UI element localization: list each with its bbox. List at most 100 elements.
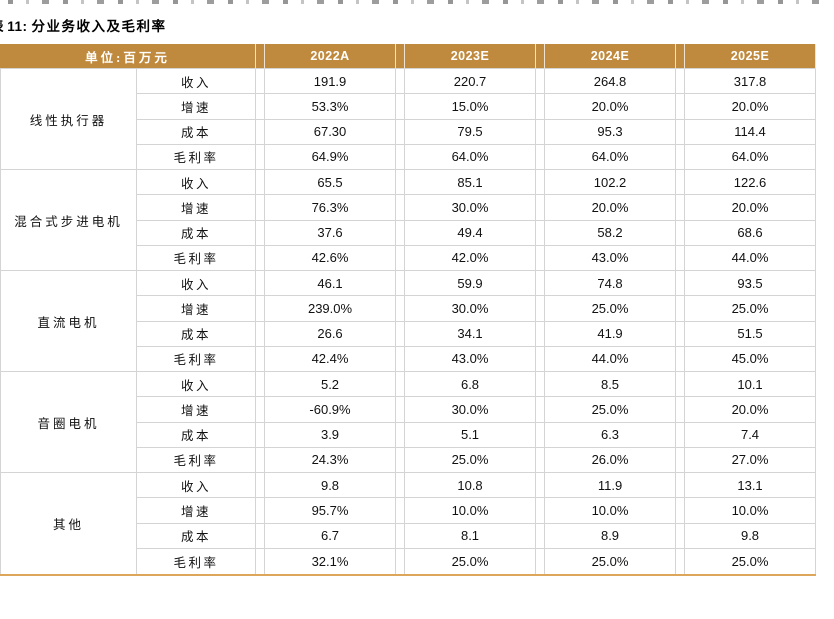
- value-cell: 7.4: [685, 422, 817, 448]
- value-cell: 25.0%: [685, 548, 817, 574]
- value-cell: 25.0%: [685, 296, 817, 322]
- group-label-hybrid-stepper: 混合式步进电机: [0, 170, 137, 271]
- spacer-cell: [395, 220, 406, 246]
- value-cell: 8.1: [405, 523, 536, 549]
- metric-label: 增速: [137, 195, 256, 221]
- spacer-cell: [255, 296, 266, 322]
- value-cell: 11.9: [545, 473, 676, 499]
- value-cell: 49.4: [405, 220, 536, 246]
- spacer-cell: [675, 296, 686, 322]
- spacer-cell: [675, 321, 686, 347]
- spacer-cell: [675, 195, 686, 221]
- spacer-cell: [675, 69, 686, 95]
- value-cell: 220.7: [405, 69, 536, 95]
- metric-label: 毛利率: [137, 346, 256, 372]
- table-row: 毛利率 64.9% 64.0% 64.0% 64.0%: [0, 144, 817, 170]
- spacer-cell: [535, 119, 546, 145]
- table-row: 增速 95.7% 10.0% 10.0% 10.0%: [0, 498, 817, 524]
- value-cell: 114.4: [685, 119, 817, 145]
- spacer-cell: [675, 94, 686, 120]
- metric-label: 收入: [137, 170, 256, 196]
- value-cell: 25.0%: [405, 447, 536, 473]
- header-spacer: [395, 44, 406, 69]
- metric-label: 收入: [137, 372, 256, 398]
- spacer-cell: [255, 170, 266, 196]
- value-cell: 32.1%: [265, 548, 396, 574]
- value-cell: 24.3%: [265, 447, 396, 473]
- spacer-cell: [395, 69, 406, 95]
- spacer-cell: [395, 119, 406, 145]
- value-cell: 13.1: [685, 473, 817, 499]
- spacer-cell: [535, 346, 546, 372]
- value-cell: 9.8: [265, 473, 396, 499]
- table-title-prefix: 表: [0, 19, 4, 34]
- metric-label: 增速: [137, 498, 256, 524]
- spacer-cell: [535, 397, 546, 423]
- value-cell: 43.0%: [545, 245, 676, 271]
- spacer-cell: [675, 119, 686, 145]
- value-cell: 10.8: [405, 473, 536, 499]
- table-row: 成本 67.30 79.5 95.3 114.4: [0, 119, 817, 145]
- spacer-cell: [395, 447, 406, 473]
- table-title-number: 11:: [7, 19, 28, 34]
- spacer-cell: [255, 473, 266, 499]
- spacer-cell: [255, 144, 266, 170]
- value-cell: 25.0%: [405, 548, 536, 574]
- table-row: 线性执行器 收入 191.9 220.7 264.8 317.8: [0, 69, 817, 170]
- value-cell: 64.0%: [545, 144, 676, 170]
- value-cell: 30.0%: [405, 296, 536, 322]
- spacer-cell: [535, 422, 546, 448]
- value-cell: 239.0%: [265, 296, 396, 322]
- table-row: 其他 收入 9.8 10.8 11.9 13.1: [0, 473, 817, 574]
- value-cell: 42.4%: [265, 346, 396, 372]
- spacer-cell: [535, 321, 546, 347]
- table-row: 成本 37.6 49.4 58.2 68.6: [0, 220, 817, 246]
- value-cell: 95.7%: [265, 498, 396, 524]
- value-cell: 191.9: [265, 69, 396, 95]
- spacer-cell: [535, 473, 546, 499]
- value-cell: 42.6%: [265, 245, 396, 271]
- table-row: 成本 26.6 34.1 41.9 51.5: [0, 321, 817, 347]
- spacer-cell: [535, 447, 546, 473]
- spacer-cell: [395, 422, 406, 448]
- metric-label: 成本: [137, 321, 256, 347]
- spacer-cell: [535, 271, 546, 297]
- spacer-cell: [255, 220, 266, 246]
- value-cell: 30.0%: [405, 195, 536, 221]
- value-cell: 58.2: [545, 220, 676, 246]
- metric-label: 毛利率: [137, 245, 256, 271]
- value-cell: 6.7: [265, 523, 396, 549]
- header-spacer: [675, 44, 686, 69]
- spacer-cell: [535, 523, 546, 549]
- table-row: 增速 53.3% 15.0% 20.0% 20.0%: [0, 94, 817, 120]
- table-row: 毛利率 42.4% 43.0% 44.0% 45.0%: [0, 346, 817, 372]
- value-cell: 41.9: [545, 321, 676, 347]
- value-cell: 53.3%: [265, 94, 396, 120]
- spacer-cell: [395, 548, 406, 574]
- spacer-cell: [255, 119, 266, 145]
- value-cell: 67.30: [265, 119, 396, 145]
- metric-label: 收入: [137, 69, 256, 95]
- spacer-cell: [255, 94, 266, 120]
- table-row: 增速 76.3% 30.0% 20.0% 20.0%: [0, 195, 817, 221]
- table-title-text: 分业务收入及毛利率: [31, 19, 167, 34]
- spacer-cell: [395, 245, 406, 271]
- value-cell: 44.0%: [685, 245, 817, 271]
- table-row: 毛利率 42.6% 42.0% 43.0% 44.0%: [0, 245, 817, 271]
- metric-label: 毛利率: [137, 548, 256, 574]
- table-title: 表 11:分业务收入及毛利率: [0, 15, 167, 35]
- spacer-cell: [535, 94, 546, 120]
- spacer-cell: [535, 170, 546, 196]
- value-cell: 79.5: [405, 119, 536, 145]
- spacer-cell: [675, 473, 686, 499]
- spacer-cell: [535, 195, 546, 221]
- value-cell: 10.1: [685, 372, 817, 398]
- value-cell: 122.6: [685, 170, 817, 196]
- spacer-cell: [255, 397, 266, 423]
- spacer-cell: [675, 245, 686, 271]
- spacer-cell: [535, 296, 546, 322]
- value-cell: 44.0%: [545, 346, 676, 372]
- group-label-dc-motor: 直流电机: [0, 271, 137, 372]
- value-cell: 3.9: [265, 422, 396, 448]
